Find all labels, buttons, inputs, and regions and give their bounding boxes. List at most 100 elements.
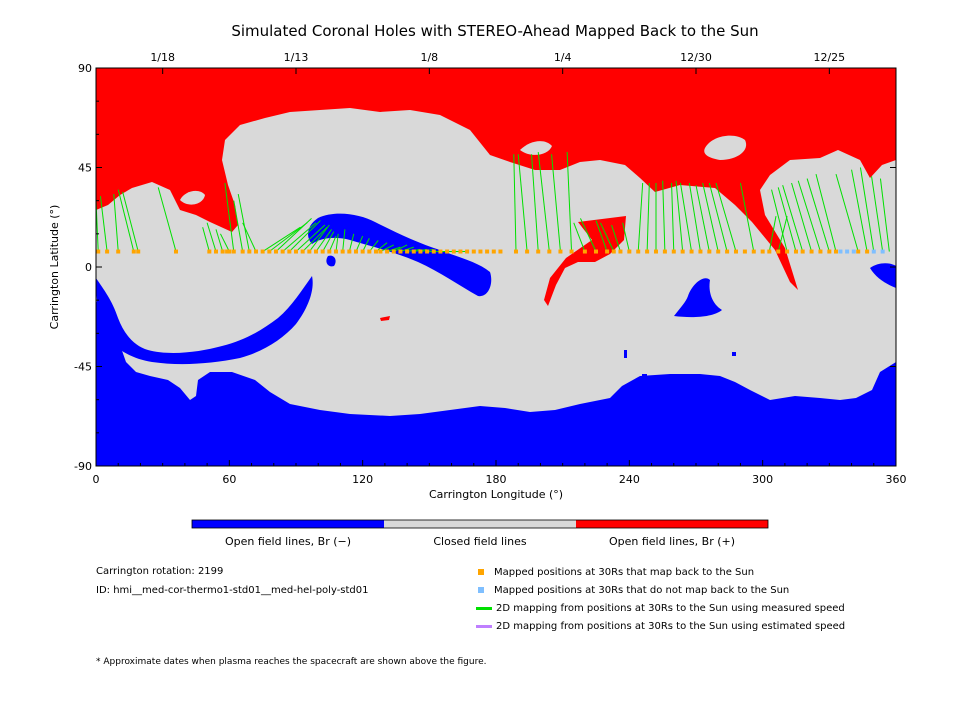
mapping-line-69: [768, 216, 777, 252]
mapped-point-56: [558, 249, 563, 254]
unmapped-point-3: [871, 249, 876, 254]
colorbar-label-1: Closed field lines: [433, 535, 527, 548]
mapping-line-22: [315, 229, 332, 252]
mapped-point-82: [794, 249, 798, 254]
mapped-point-37: [405, 249, 410, 254]
mapping-line-48: [551, 154, 561, 252]
mapped-point-9: [225, 249, 230, 254]
mapped-point-17: [274, 249, 278, 254]
mapped-point-32: [374, 249, 378, 254]
y-axis-label: Carrington Latitude (°): [48, 205, 61, 330]
chart-title: Simulated Coronal Holes with STEREO-Ahea…: [231, 22, 758, 40]
mapped-point-36: [398, 249, 403, 254]
mapped-point-1: [105, 249, 110, 254]
top-tick-label-0: 1/18: [150, 51, 175, 64]
mapped-point-66: [654, 249, 658, 254]
y-axis-ticks: -90 -45 0 45 90: [74, 62, 896, 473]
mapped-point-85: [818, 249, 823, 254]
mapped-point-7: [214, 249, 218, 254]
mapping-line-3: [117, 189, 135, 252]
mapped-point-39: [418, 249, 423, 254]
top-tick-label-5: 12/25: [813, 51, 845, 64]
legend-mapped-swatch: [478, 569, 484, 575]
mapping-line-20: [302, 226, 328, 252]
mapping-line-26: [342, 229, 346, 252]
mapping-line-51: [579, 218, 597, 252]
mapping-line-10: [224, 182, 235, 252]
mapping-line-25: [335, 233, 339, 252]
mapping-line-9: [219, 233, 230, 252]
mapped-point-20: [294, 249, 298, 254]
mapping-line-67: [715, 182, 737, 252]
top-tick-label-4: 12/30: [680, 51, 712, 64]
x-axis-label: Carrington Longitude (°): [429, 488, 563, 501]
mapped-point-6: [207, 249, 212, 254]
mapping-line-35: [400, 246, 414, 252]
colorbar: Open field lines, Br (−) Closed field lin…: [191, 519, 769, 548]
mapped-point-74: [725, 249, 730, 254]
y-tick-label-0: -90: [74, 460, 92, 473]
closed-island-1: [704, 135, 747, 160]
mapped-point-3: [131, 249, 136, 254]
mapping-line-62: [679, 182, 693, 252]
negative-tongue-1: [96, 276, 313, 365]
mapping-line-52: [595, 220, 608, 252]
mapping-line-59: [662, 180, 666, 252]
mapping-line-74: [791, 182, 813, 252]
legend-unmapped-swatch: [478, 587, 484, 593]
mapped-point-83: [800, 249, 805, 254]
top-tick-label-2: 1/8: [420, 51, 438, 64]
mapped-point-46: [465, 249, 470, 254]
unmapped-point-2: [851, 249, 856, 254]
negative-speck-1: [624, 350, 627, 358]
mapped-point-2: [116, 249, 121, 254]
mapped-point-67: [662, 249, 667, 254]
mapped-point-60: [605, 249, 610, 254]
legend-unmapped: Mapped positions at 30Rs that do not map…: [478, 585, 789, 596]
mapping-line-73: [782, 185, 804, 252]
mapping-line-34: [393, 244, 408, 252]
colorbar-label-2: Open field lines, Br (+): [609, 535, 735, 548]
negative-blob-1: [326, 255, 336, 267]
mapped-point-15: [260, 249, 265, 254]
mapped-point-49: [485, 249, 490, 254]
top-tick-label-3: 1/4: [554, 51, 572, 64]
mapping-line-16: [275, 217, 312, 252]
mapped-point-53: [525, 249, 530, 254]
mapped-point-19: [287, 249, 292, 254]
mapped-point-73: [716, 249, 721, 254]
mapped-point-65: [645, 249, 650, 254]
mapped-point-5: [174, 249, 178, 254]
mapping-line-24: [328, 235, 337, 252]
mapped-point-8: [220, 249, 225, 254]
mapping-line-32: [380, 244, 395, 252]
mapped-point-13: [247, 249, 252, 254]
colorbar-segment-0: [192, 520, 384, 528]
mapped-point-61: [611, 249, 616, 254]
legend-estimated: 2D mapping from positions at 30Rs to the…: [476, 621, 845, 632]
x-tick-label-3: 180: [486, 473, 507, 486]
mapping-line-1: [99, 196, 108, 252]
mapping-line-57: [646, 182, 650, 252]
mapped-point-58: [582, 249, 587, 254]
mapped-point-89: [865, 249, 870, 254]
x-tick-label-4: 240: [619, 473, 640, 486]
mapping-line-7: [206, 222, 217, 252]
top-date-axis: 1/18 1/13 1/8 1/4 12/30 12/25: [150, 51, 845, 74]
mapped-point-30: [360, 249, 365, 254]
mapping-line-8: [215, 229, 224, 252]
mapped-point-22: [307, 249, 312, 254]
mapped-point-57: [569, 249, 574, 254]
mapping-line-77: [815, 174, 837, 252]
mapped-point-28: [347, 249, 352, 254]
mapped-point-68: [671, 249, 676, 254]
mapping-line-65: [702, 182, 719, 252]
mapped-point-25: [327, 249, 332, 254]
mapped-point-84: [809, 249, 814, 254]
mapped-point-80: [776, 249, 781, 254]
mapping-line-29: [362, 238, 370, 252]
footnote: * Approximate dates when plasma reaches …: [96, 657, 487, 667]
legend-estimated-label: 2D mapping from positions at 30Rs to the…: [496, 621, 846, 632]
mapped-point-64: [636, 249, 641, 254]
y-tick-label-2: 0: [85, 261, 92, 274]
